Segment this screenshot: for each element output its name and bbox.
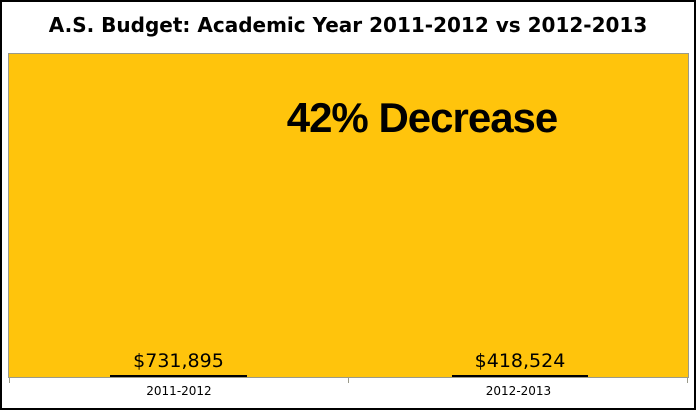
bar (452, 375, 588, 377)
plot-area: $731,895 $418,524 (8, 53, 689, 378)
annotation-text: 42% Decrease (286, 94, 559, 141)
bar-value-label: $731,895 (133, 350, 224, 372)
bar-group-2012-2013: $418,524 (452, 350, 588, 377)
bar (110, 375, 247, 377)
x-axis-label: 2011-2012 (146, 384, 212, 398)
axis-tick (348, 378, 349, 383)
axis-tick (9, 378, 10, 383)
x-axis-label: 2012-2013 (485, 384, 552, 398)
bar-value-label: $418,524 (474, 350, 566, 372)
axis-tick (687, 378, 688, 383)
bar-group-2011-2012: $731,895 (110, 350, 247, 377)
chart-title: A.S. Budget: Academic Year 2011-2012 vs … (48, 13, 648, 37)
